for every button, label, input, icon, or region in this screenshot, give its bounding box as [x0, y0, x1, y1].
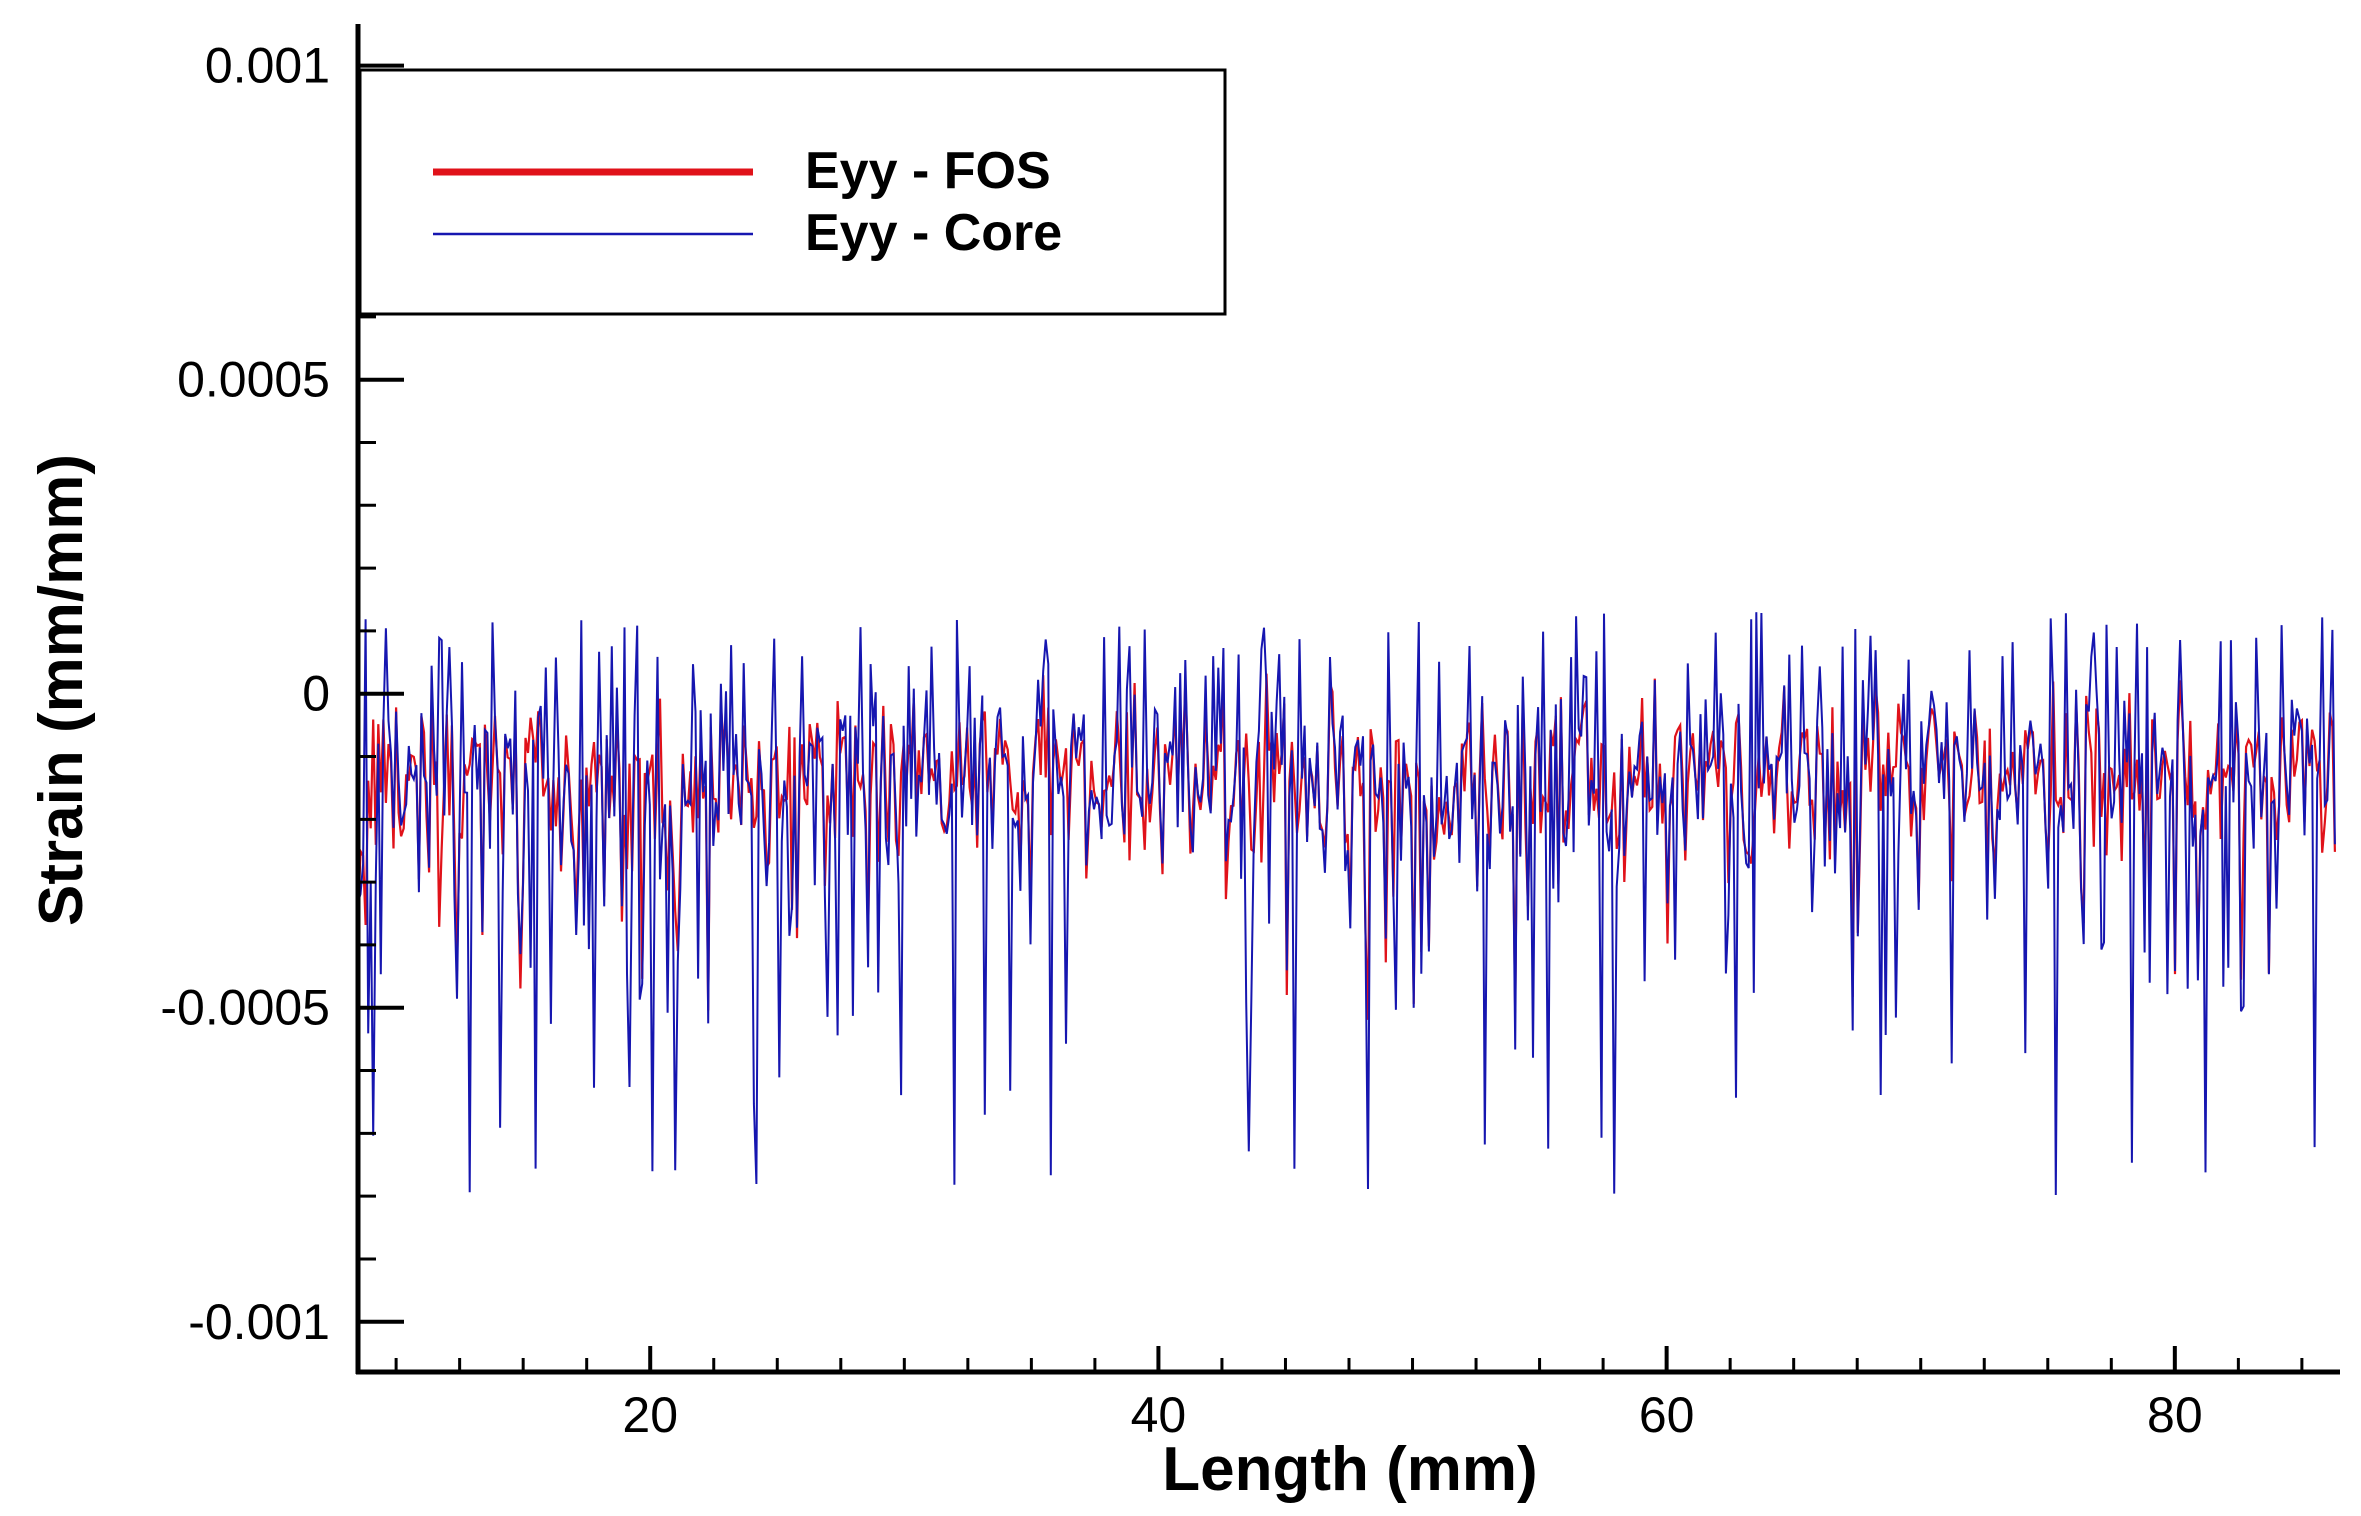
y-tick-label: -0.001 — [188, 1294, 330, 1350]
y-tick-label: 0.0005 — [177, 352, 330, 408]
x-tick-label: 60 — [1639, 1387, 1695, 1443]
legend-label-eyy-fos: Eyy - FOS — [805, 142, 1051, 200]
legend-label-eyy-core: Eyy - Core — [805, 204, 1062, 262]
axes: 20 40 60 80 0.001 0.0005 0 -0.0005 -0.001 — [160, 24, 2340, 1443]
x-tick-label: 20 — [622, 1387, 678, 1443]
y-tick-label: 0.001 — [205, 38, 330, 94]
x-tick-label: 40 — [1131, 1387, 1187, 1443]
y-tick-label: 0 — [302, 666, 330, 722]
plot-area — [356, 612, 2336, 1196]
x-axis-title: Length (mm) — [1162, 1435, 1537, 1504]
y-axis-title: Strain (mm/mm) — [27, 454, 96, 926]
x-tick-label: 80 — [2147, 1387, 2203, 1443]
legend-box — [358, 68, 1227, 316]
series-line-eyy-core — [357, 612, 2336, 1196]
y-tick-label: -0.0005 — [160, 980, 330, 1036]
